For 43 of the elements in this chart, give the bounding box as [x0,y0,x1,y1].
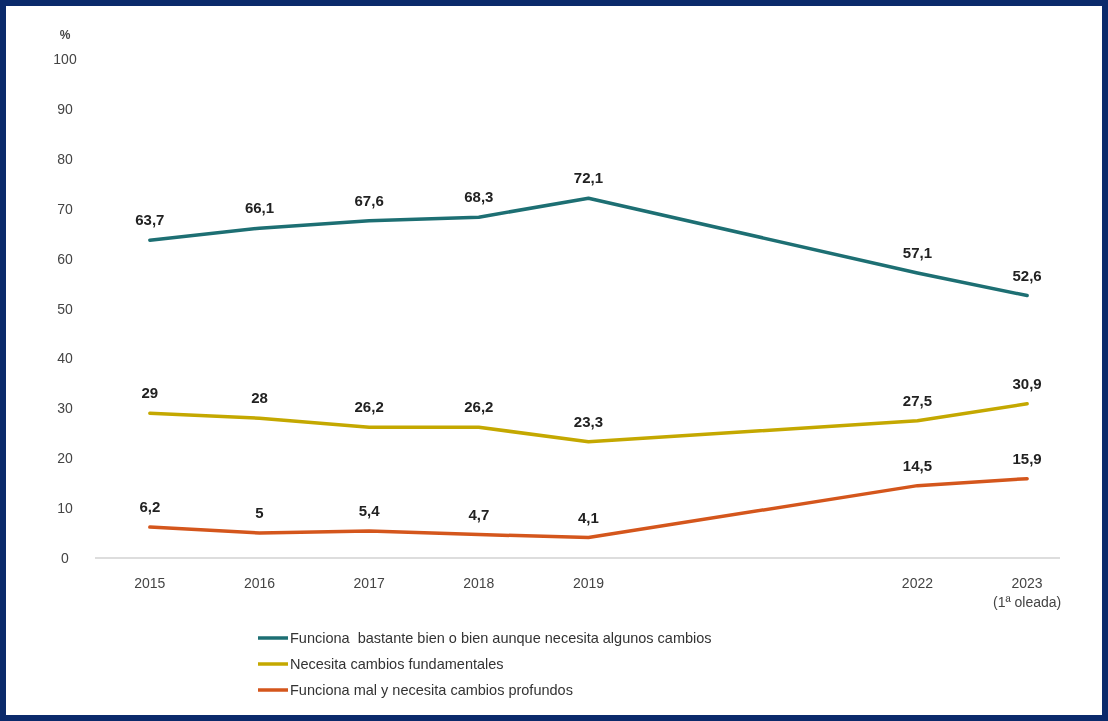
data-label: 27,5 [902,391,933,409]
y-tick-label: 20 [57,450,73,467]
legend-label: Necesita cambios fundamentales [290,656,504,672]
y-tick-label: 90 [57,100,73,117]
data-label: 72,1 [573,169,604,187]
y-tick-label: 100 [53,51,77,67]
x-tick-label: 2022 [901,575,934,591]
data-label: 14,5 [902,456,933,474]
data-label: 26,2 [464,398,494,416]
data-label: 15,9 [1012,449,1042,467]
y-tick-label: 40 [57,350,73,367]
data-label: 68,3 [464,188,494,206]
data-label: 4,7 [468,505,490,523]
data-label: 63,7 [135,211,165,229]
data-label: 30,9 [1012,374,1042,392]
data-label: 5 [255,504,264,522]
data-label: 23,3 [573,412,604,430]
x-tick-label: 2015 [134,575,166,591]
data-label: 6,2 [139,498,161,516]
data-label: 5,4 [358,502,381,520]
data-label: 28 [251,389,268,407]
data-label: 67,6 [354,191,384,209]
y-tick-label: 30 [57,400,73,417]
x-tick-label: 2017 [353,575,385,591]
x-tick-label: 2016 [243,575,276,591]
y-tick-label: 70 [57,200,73,217]
x-tick-label: 2023 (1ª oleada) [992,575,1062,610]
y-tick-label: 10 [57,500,73,517]
data-label: 4,1 [578,508,599,526]
y-tick-label: 0 [61,550,70,566]
data-label: 26,2 [354,398,384,416]
data-label: 66,1 [244,199,275,217]
y-axis-title: % [59,28,71,42]
y-tick-label: 50 [57,300,73,317]
legend-label: Funciona bastante bien o bien aunque necesita algunos cambios [290,630,712,646]
x-tick-label: 2019 [572,575,605,591]
data-label: 29 [141,384,159,402]
data-label: 52,6 [1012,266,1042,284]
legend-label: Funciona mal y necesita cambios profundos [290,682,573,698]
y-tick-label: 80 [57,150,73,167]
data-label: 57,1 [902,244,933,262]
y-tick-label: 60 [57,250,73,267]
x-tick-label: 2018 [463,575,495,591]
